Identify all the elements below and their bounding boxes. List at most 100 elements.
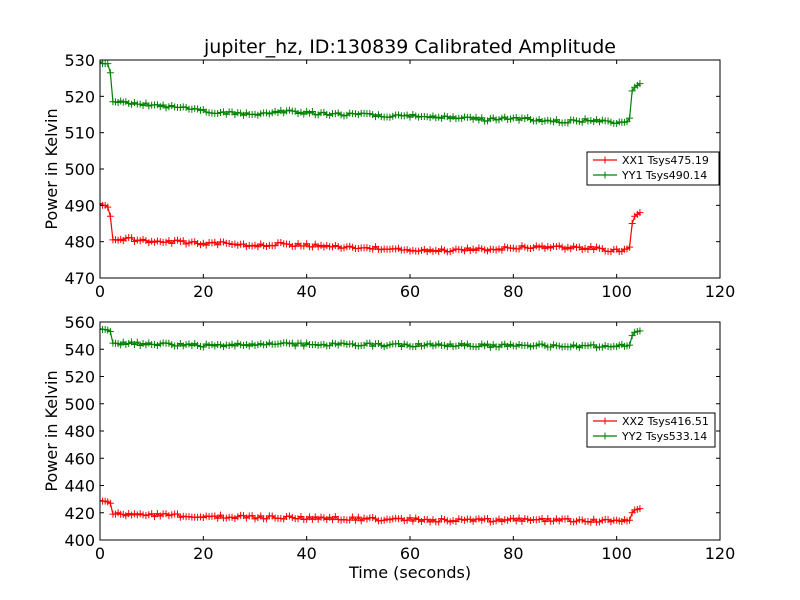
- bottom-data-point: [151, 513, 159, 521]
- bottom-data-point: [248, 340, 256, 348]
- top-data-point: [142, 99, 150, 107]
- top-data-point: [331, 110, 339, 118]
- bottom-data-point: [179, 342, 187, 350]
- top-data-point: [162, 238, 170, 246]
- top-data-point: [217, 108, 225, 116]
- top-y-tick-label: 510: [64, 124, 95, 143]
- top-data-point: [446, 247, 454, 255]
- bottom-data-point: [199, 513, 207, 521]
- top-data-point: [440, 246, 448, 254]
- bottom-data-point: [598, 516, 606, 524]
- top-data-point: [257, 240, 265, 248]
- bottom-data-point: [314, 341, 322, 349]
- bottom-data-point: [145, 511, 153, 519]
- top-x-tick-label: 100: [601, 282, 632, 301]
- top-data-point: [532, 117, 540, 125]
- top-data-point: [334, 242, 342, 250]
- bottom-data-point: [182, 341, 190, 349]
- top-data-point: [208, 239, 216, 247]
- top-data-point: [104, 203, 112, 211]
- bottom-data-point: [626, 516, 634, 524]
- top-data-point: [363, 244, 371, 252]
- bottom-data-point: [598, 343, 606, 351]
- bottom-data-point: [461, 342, 469, 350]
- top-data-point: [386, 113, 394, 121]
- bottom-data-point: [228, 513, 236, 521]
- top-x-tick-label: 120: [705, 282, 736, 301]
- bottom-data-point: [420, 342, 428, 350]
- top-data-point: [351, 110, 359, 118]
- bottom-data-point: [481, 342, 489, 350]
- bottom-data-point: [199, 343, 207, 351]
- top-data-point: [535, 243, 543, 251]
- top-data-point: [417, 246, 425, 254]
- bottom-data-point: [277, 340, 285, 348]
- bottom-data-point: [168, 511, 176, 519]
- bottom-data-point: [484, 340, 491, 348]
- top-data-point: [346, 109, 354, 117]
- bottom-data-point: [524, 341, 532, 349]
- bottom-data-point: [251, 341, 259, 349]
- bottom-y-tick-label: 400: [64, 531, 95, 550]
- top-x-tick-label: 60: [400, 282, 420, 301]
- bottom-data-point: [228, 340, 236, 348]
- top-x-tick-label: 40: [296, 282, 316, 301]
- bottom-data-point: [205, 341, 213, 349]
- bottom-data-point: [541, 342, 549, 350]
- bottom-legend: XX2 Tsys416.51 YY2 Tsys533.14: [586, 412, 716, 448]
- top-data-point: [595, 118, 603, 126]
- bottom-x-tick-label: 0: [95, 544, 105, 563]
- bottom-data-point: [595, 518, 603, 526]
- top-data-point: [194, 105, 202, 113]
- bottom-data-point: [191, 340, 199, 348]
- top-y-tick-label: 480: [64, 233, 95, 252]
- top-data-point: [578, 118, 586, 126]
- top-data-point: [162, 104, 170, 112]
- bottom-x-tick-label: 120: [705, 544, 736, 563]
- bottom-data-point: [165, 512, 173, 520]
- top-y-tick-label: 470: [64, 269, 95, 288]
- top-data-point: [570, 242, 578, 250]
- top-data-point: [552, 242, 560, 250]
- top-data-point: [106, 212, 114, 220]
- bottom-x-tick-label: 80: [503, 544, 523, 563]
- bottom-data-point: [194, 341, 202, 349]
- top-data-point: [323, 242, 331, 250]
- top-data-point: [136, 100, 144, 108]
- top-data-point: [262, 242, 270, 250]
- bottom-data-point: [297, 513, 305, 521]
- top-data-point: [598, 116, 606, 124]
- top-data-point: [636, 80, 644, 88]
- top-data-point: [257, 110, 265, 118]
- bottom-data-point: [168, 341, 176, 349]
- bottom-data-point: [452, 342, 460, 350]
- bottom-data-point: [231, 514, 239, 522]
- top-data-point: [145, 102, 153, 110]
- top-data-point: [475, 244, 483, 252]
- top-data-point: [481, 246, 489, 254]
- bottom-data-point: [570, 518, 578, 526]
- top-data-point: [628, 87, 636, 95]
- bottom-data-point: [386, 341, 394, 349]
- bottom-data-point: [400, 340, 408, 348]
- top-data-point: [584, 117, 592, 125]
- bottom-data-point: [340, 516, 348, 524]
- top-legend-label-1: XX1 Tsys475.19: [622, 154, 709, 167]
- top-data-point: [130, 99, 138, 107]
- top-data-point: [547, 117, 555, 125]
- bottom-data-point: [572, 517, 580, 525]
- top-data-point: [122, 98, 130, 106]
- bottom-data-point: [486, 518, 494, 526]
- bottom-data-point: [234, 339, 242, 347]
- top-data-point: [415, 247, 423, 255]
- top-data-point: [449, 246, 457, 254]
- top-x-tick-label: 0: [95, 282, 105, 301]
- bottom-data-point: [106, 328, 114, 336]
- top-data-point: [219, 238, 227, 246]
- bottom-data-point: [429, 342, 437, 350]
- top-data-point: [182, 240, 190, 248]
- top-data-point: [628, 220, 636, 227]
- bottom-data-point: [409, 517, 417, 525]
- bottom-data-point: [449, 343, 457, 351]
- bottom-data-point: [363, 515, 371, 523]
